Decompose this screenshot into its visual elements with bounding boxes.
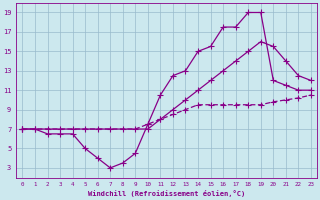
X-axis label: Windchill (Refroidissement éolien,°C): Windchill (Refroidissement éolien,°C) — [88, 190, 245, 197]
